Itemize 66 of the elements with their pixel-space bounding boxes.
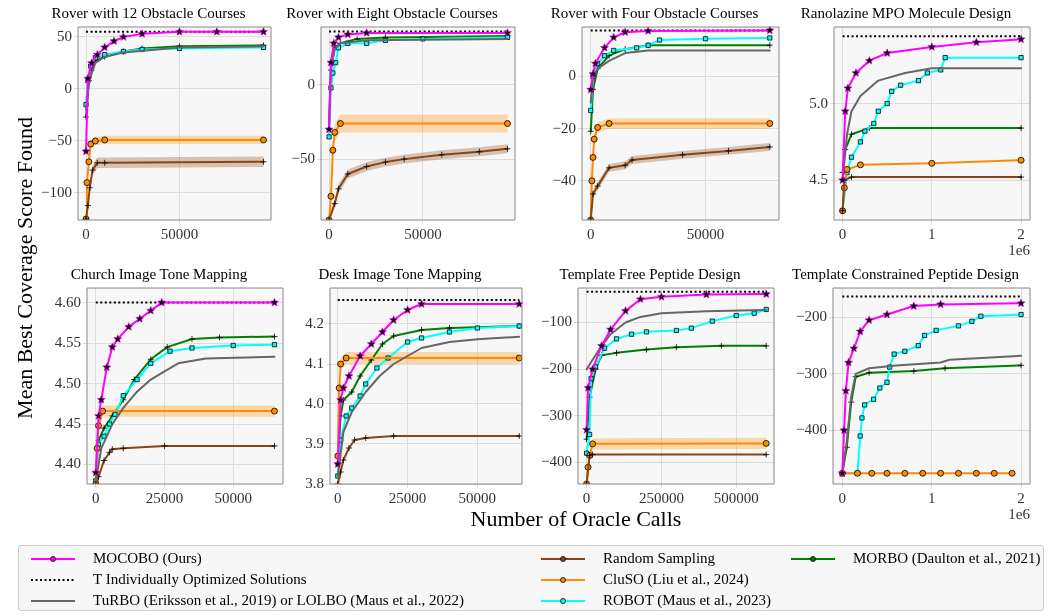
y-tick-label: 4.0 bbox=[305, 394, 324, 411]
y-tick-label: 0 bbox=[307, 75, 315, 92]
legend-label: MORBO (Daulton et al., 2021) bbox=[853, 550, 1041, 567]
legend-label: TuRBO (Eriksson et al., 2019) or LOLBO (Maus et al., 2022) bbox=[93, 592, 465, 609]
y-tick-label: 4.45 bbox=[54, 415, 81, 431]
x-tick-label: 50000 bbox=[458, 489, 497, 506]
legend-label: MOCOBO (Ours) bbox=[93, 550, 202, 567]
chart-title: Template Free Peptide Design bbox=[559, 265, 741, 282]
x-tick-label: 250000 bbox=[638, 489, 684, 506]
x-tick-label: 50000 bbox=[214, 489, 252, 506]
text: 1e6 bbox=[1008, 506, 1031, 523]
y-axis-title: Mean Best Coverage Score Found bbox=[12, 116, 38, 421]
y-tick-label: −50 bbox=[48, 131, 72, 148]
y-tick-label: 4.50 bbox=[54, 374, 81, 391]
chart-title: Church Image Tone Mapping bbox=[70, 265, 248, 282]
y-tick-label: 4.55 bbox=[54, 334, 81, 351]
x-tick-label: 50000 bbox=[404, 225, 442, 242]
x-tick-label: 1 bbox=[928, 225, 936, 242]
y-tick-label: 3.8 bbox=[305, 474, 324, 491]
y-tick-label: −40 bbox=[552, 171, 576, 188]
x-tick-label: 2 bbox=[1017, 225, 1025, 242]
y-tick-label: −400 bbox=[796, 421, 827, 438]
y-tick-label: −300 bbox=[541, 406, 572, 423]
legend-label: ROBOT (Maus et al., 2023) bbox=[603, 592, 772, 609]
y-tick-label: −50 bbox=[291, 150, 315, 167]
text: 1e6 bbox=[1008, 242, 1031, 259]
x-axis-title: Number of Oracle Calls bbox=[469, 506, 683, 532]
x-tick-label: 0 bbox=[92, 489, 100, 506]
y-tick-label: 4.5 bbox=[809, 171, 828, 188]
y-tick-label: 0 bbox=[64, 79, 72, 96]
chart-title: Rover with Four Obstacle Courses bbox=[550, 4, 759, 21]
x-tick-label: 50000 bbox=[686, 225, 725, 242]
y-tick-label: 50 bbox=[57, 27, 72, 44]
chart-title: Ranolazine MPO Molecule Design bbox=[800, 4, 1012, 21]
y-tick-label: 5.0 bbox=[809, 94, 828, 111]
y-tick-label: −200 bbox=[796, 308, 827, 325]
x-tick-label: 0 bbox=[838, 489, 847, 506]
x-tick-label: 25000 bbox=[388, 489, 427, 506]
y-tick-label: −200 bbox=[541, 360, 572, 377]
chart-title: Rover with 12 Obstacle Courses bbox=[51, 4, 246, 21]
chart-title: Desk Image Tone Mapping bbox=[318, 265, 483, 282]
y-tick-label: −20 bbox=[552, 119, 576, 136]
x-tick-label: 2 bbox=[1017, 489, 1025, 506]
y-tick-label: 4.1 bbox=[305, 354, 324, 371]
y-tick-label: 3.9 bbox=[305, 434, 324, 451]
x-tick-label: 0 bbox=[586, 225, 595, 242]
y-tick-label: −300 bbox=[796, 364, 827, 381]
y-tick-label: −400 bbox=[541, 453, 572, 470]
x-tick-label: 0 bbox=[334, 489, 342, 506]
legend-label: T Individually Optimized Solutions bbox=[93, 571, 307, 588]
y-tick-label: 4.40 bbox=[54, 455, 81, 472]
y-tick-label: 4.2 bbox=[305, 314, 324, 331]
y-tick-label: −100 bbox=[41, 183, 72, 200]
y-tick-label: −100 bbox=[541, 313, 572, 330]
chart-title: Rover with Eight Obstacle Courses bbox=[286, 4, 498, 21]
y-tick-label: 0 bbox=[568, 67, 576, 84]
x-tick-label: 0 bbox=[582, 489, 591, 506]
x-tick-label: 0 bbox=[838, 225, 847, 242]
legend-label: Random Sampling bbox=[603, 550, 716, 567]
y-tick-label: 4.60 bbox=[54, 293, 81, 310]
legend-label: CluSO (Liu et al., 2024) bbox=[603, 571, 749, 588]
x-tick-label: 50000 bbox=[160, 225, 199, 242]
x-tick-label: 25000 bbox=[145, 489, 184, 506]
x-tick-label: 1 bbox=[927, 489, 936, 506]
x-tick-label: 500000 bbox=[713, 489, 759, 506]
chart-title: Template Constrained Peptide Design bbox=[792, 265, 1020, 282]
